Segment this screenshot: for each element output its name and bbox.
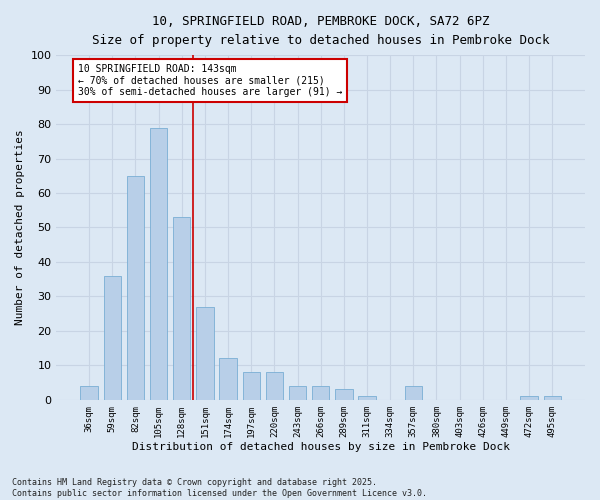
Bar: [312, 386, 329, 400]
Bar: [335, 390, 353, 400]
Bar: [150, 128, 167, 400]
Bar: [544, 396, 561, 400]
Bar: [196, 307, 214, 400]
Bar: [266, 372, 283, 400]
Bar: [173, 217, 190, 400]
Bar: [220, 358, 237, 400]
Bar: [242, 372, 260, 400]
Bar: [520, 396, 538, 400]
Bar: [104, 276, 121, 400]
Title: 10, SPRINGFIELD ROAD, PEMBROKE DOCK, SA72 6PZ
Size of property relative to detac: 10, SPRINGFIELD ROAD, PEMBROKE DOCK, SA7…: [92, 15, 550, 47]
Bar: [127, 176, 144, 400]
X-axis label: Distribution of detached houses by size in Pembroke Dock: Distribution of detached houses by size …: [132, 442, 510, 452]
Text: Contains HM Land Registry data © Crown copyright and database right 2025.
Contai: Contains HM Land Registry data © Crown c…: [12, 478, 427, 498]
Text: 10 SPRINGFIELD ROAD: 143sqm
← 70% of detached houses are smaller (215)
30% of se: 10 SPRINGFIELD ROAD: 143sqm ← 70% of det…: [78, 64, 343, 97]
Bar: [80, 386, 98, 400]
Bar: [289, 386, 306, 400]
Bar: [358, 396, 376, 400]
Y-axis label: Number of detached properties: Number of detached properties: [15, 130, 25, 326]
Bar: [404, 386, 422, 400]
